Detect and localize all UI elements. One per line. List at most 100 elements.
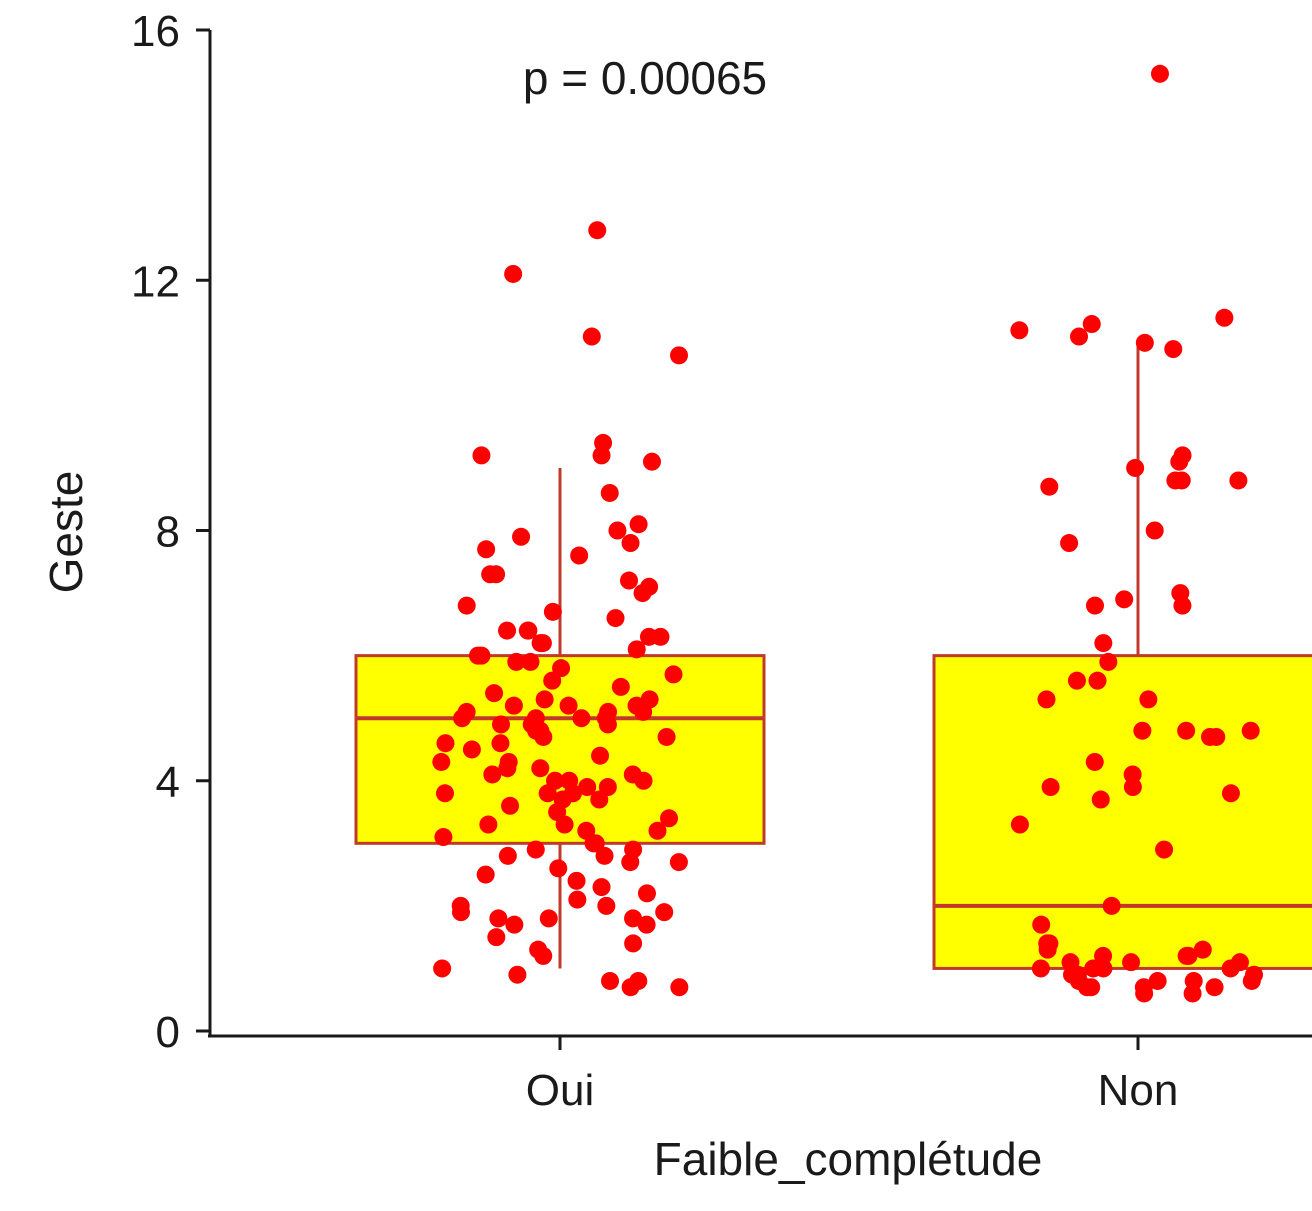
data-point bbox=[1177, 721, 1196, 740]
data-point bbox=[624, 909, 643, 928]
p-value-annotation: p = 0.00065 bbox=[523, 52, 767, 104]
data-point bbox=[543, 671, 562, 690]
data-point bbox=[637, 884, 656, 903]
box-non bbox=[932, 654, 1312, 970]
y-tick-label: 16 bbox=[131, 7, 180, 56]
data-point bbox=[451, 903, 470, 922]
data-point bbox=[588, 221, 607, 240]
data-point bbox=[1150, 64, 1169, 83]
data-point bbox=[1242, 971, 1261, 990]
data-point bbox=[436, 734, 455, 753]
data-point bbox=[435, 784, 454, 803]
data-point bbox=[608, 521, 627, 540]
data-point bbox=[670, 346, 689, 365]
data-point bbox=[433, 959, 452, 978]
y-tick-label: 0 bbox=[156, 1008, 180, 1057]
data-point bbox=[621, 853, 640, 872]
boxes-layer bbox=[354, 342, 1312, 970]
data-point bbox=[648, 821, 667, 840]
data-point bbox=[539, 909, 558, 928]
data-point bbox=[1215, 308, 1234, 327]
data-point bbox=[491, 715, 510, 734]
data-point bbox=[457, 596, 476, 615]
y-tick-label: 12 bbox=[131, 257, 180, 306]
data-point bbox=[1221, 784, 1240, 803]
x-axis-title: Faible_complétude bbox=[654, 1133, 1043, 1185]
data-point bbox=[1122, 953, 1141, 972]
axes-layer bbox=[208, 30, 1312, 1038]
data-point bbox=[1091, 790, 1110, 809]
data-point bbox=[629, 515, 648, 534]
data-point bbox=[1070, 327, 1089, 346]
data-point bbox=[655, 903, 674, 922]
data-point bbox=[531, 759, 550, 778]
data-point bbox=[434, 828, 453, 847]
data-point bbox=[453, 709, 472, 728]
data-point bbox=[1010, 815, 1029, 834]
data-point bbox=[507, 652, 526, 671]
data-point bbox=[1123, 765, 1142, 784]
data-point bbox=[1102, 896, 1121, 915]
ticks-layer: 0 4 8 12 16 Oui Non bbox=[131, 7, 1178, 1115]
data-point bbox=[1164, 340, 1183, 359]
data-point bbox=[1041, 778, 1060, 797]
data-point bbox=[508, 965, 527, 984]
data-point bbox=[660, 809, 679, 828]
data-point bbox=[1193, 940, 1212, 959]
data-point bbox=[538, 784, 557, 803]
data-point bbox=[512, 527, 531, 546]
data-point bbox=[606, 609, 625, 628]
data-point bbox=[1099, 652, 1118, 671]
data-point bbox=[1172, 471, 1191, 490]
data-point bbox=[1010, 321, 1029, 340]
data-point bbox=[600, 483, 619, 502]
data-point bbox=[472, 446, 491, 465]
data-point bbox=[534, 946, 553, 965]
data-point bbox=[477, 540, 496, 559]
data-point bbox=[597, 896, 616, 915]
data-point bbox=[592, 878, 611, 897]
data-point bbox=[1040, 477, 1059, 496]
data-point bbox=[598, 715, 617, 734]
data-point bbox=[1139, 690, 1158, 709]
data-point bbox=[624, 934, 643, 953]
data-point bbox=[476, 865, 495, 884]
data-point bbox=[591, 746, 610, 765]
data-point bbox=[491, 734, 510, 753]
data-point bbox=[1077, 978, 1096, 997]
data-point bbox=[1170, 452, 1189, 471]
data-point bbox=[505, 915, 524, 934]
x-tick-label: Non bbox=[1098, 1066, 1179, 1115]
data-point bbox=[468, 646, 487, 665]
data-point bbox=[1145, 521, 1164, 540]
data-point bbox=[1123, 778, 1142, 797]
data-point bbox=[1183, 984, 1202, 1003]
data-point bbox=[498, 846, 517, 865]
data-point bbox=[611, 677, 630, 696]
data-point bbox=[526, 840, 545, 859]
data-point bbox=[1031, 959, 1050, 978]
points-layer bbox=[432, 64, 1264, 1003]
data-point bbox=[489, 909, 508, 928]
data-point bbox=[657, 727, 676, 746]
data-point bbox=[572, 709, 591, 728]
data-point bbox=[1085, 596, 1104, 615]
data-point bbox=[1201, 727, 1220, 746]
data-point bbox=[534, 727, 553, 746]
data-point bbox=[498, 759, 517, 778]
data-point bbox=[1037, 690, 1056, 709]
data-point bbox=[559, 696, 578, 715]
y-tick-label: 4 bbox=[156, 758, 180, 807]
data-point bbox=[1177, 946, 1196, 965]
data-point bbox=[1135, 333, 1154, 352]
data-point bbox=[1038, 940, 1057, 959]
data-point bbox=[1115, 590, 1134, 609]
data-point bbox=[578, 778, 597, 797]
data-point bbox=[639, 627, 658, 646]
data-point bbox=[627, 640, 646, 659]
data-point bbox=[1032, 915, 1051, 934]
data-point bbox=[669, 853, 688, 872]
data-point bbox=[481, 565, 500, 584]
data-point bbox=[543, 602, 562, 621]
